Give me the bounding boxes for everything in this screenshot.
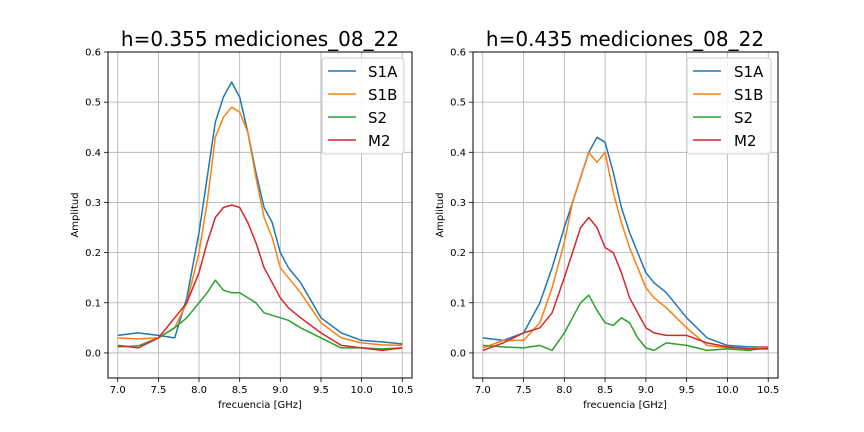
y-tick-label: 0.4 <box>450 148 466 159</box>
x-tick-label: 8.5 <box>232 385 248 396</box>
legend: S1A S1B S2 M2 <box>686 57 772 155</box>
plot-frame <box>107 51 413 379</box>
y-tick-label: 0.0 <box>450 348 466 359</box>
x-tick-label: 8.0 <box>556 385 572 396</box>
x-axis-label: frecuencia [GHz] <box>583 400 667 411</box>
x-tick-label: 8.0 <box>191 385 207 396</box>
plot-frame <box>472 51 779 379</box>
y-tick-label: 0.1 <box>85 298 101 309</box>
y-tick-label: 0.6 <box>85 48 101 59</box>
x-tick-label: 9.5 <box>313 385 329 396</box>
x-tick-label: 8.5 <box>597 385 613 396</box>
series-line-s1b <box>117 106 403 347</box>
series-line-m2 <box>117 204 403 352</box>
y-tick-label: 0.2 <box>450 248 466 259</box>
chart-title: h=0.435 mediciones_08_22 <box>486 27 764 51</box>
x-tick-label: 9.0 <box>638 385 654 396</box>
y-tick-label: 0.5 <box>85 98 101 109</box>
y-tick-label: 0.3 <box>450 198 466 209</box>
series-line-s2 <box>482 294 769 352</box>
chart-title: h=0.355 mediciones_08_22 <box>121 27 399 51</box>
subplot-right: h=0.435 mediciones_08_22 Amplitud frecue… <box>435 27 779 411</box>
y-axis-label: Amplitud <box>435 192 446 237</box>
y-tick-label: 0.6 <box>450 48 466 59</box>
subplot-left: h=0.355 mediciones_08_22 Amplitud frecue… <box>70 27 413 411</box>
x-axis-label: frecuencia [GHz] <box>218 400 302 411</box>
legend-box <box>321 57 405 155</box>
series-line-m2 <box>482 216 769 352</box>
legend-label-s1a: S1A <box>734 63 764 81</box>
y-tick-label: 0.5 <box>450 98 466 109</box>
y-tick-label: 0.4 <box>85 148 101 159</box>
y-tick-label: 0.2 <box>85 248 101 259</box>
x-tick-label: 10.5 <box>391 385 413 396</box>
legend-label-m2: M2 <box>368 132 391 150</box>
x-tick-label: 7.5 <box>516 385 532 396</box>
x-tick-label: 7.5 <box>150 385 166 396</box>
x-tick-label: 10.0 <box>350 385 372 396</box>
legend-label-s1b: S1B <box>368 86 397 104</box>
legend-label-m2: M2 <box>734 132 757 150</box>
legend: S1A S1B S2 M2 <box>321 57 405 155</box>
x-tick-label: 9.5 <box>679 385 695 396</box>
legend-label-s2: S2 <box>734 109 753 127</box>
legend-box <box>686 57 772 155</box>
series-line-s1a <box>482 136 769 348</box>
series-line-s2 <box>117 279 403 350</box>
x-tick-label: 7.0 <box>110 385 126 396</box>
series-line-s1b <box>482 151 769 349</box>
y-tick-label: 0.1 <box>450 298 466 309</box>
x-tick-label: 10.0 <box>716 385 738 396</box>
legend-label-s2: S2 <box>368 109 387 127</box>
y-tick-label: 0.3 <box>85 198 101 209</box>
legend-label-s1a: S1A <box>368 63 398 81</box>
x-tick-label: 9.0 <box>272 385 288 396</box>
x-tick-label: 10.5 <box>757 385 779 396</box>
x-tick-label: 7.0 <box>475 385 491 396</box>
y-tick-label: 0.0 <box>85 348 101 359</box>
y-axis-label: Amplitud <box>70 192 81 237</box>
legend-label-s1b: S1B <box>734 86 763 104</box>
